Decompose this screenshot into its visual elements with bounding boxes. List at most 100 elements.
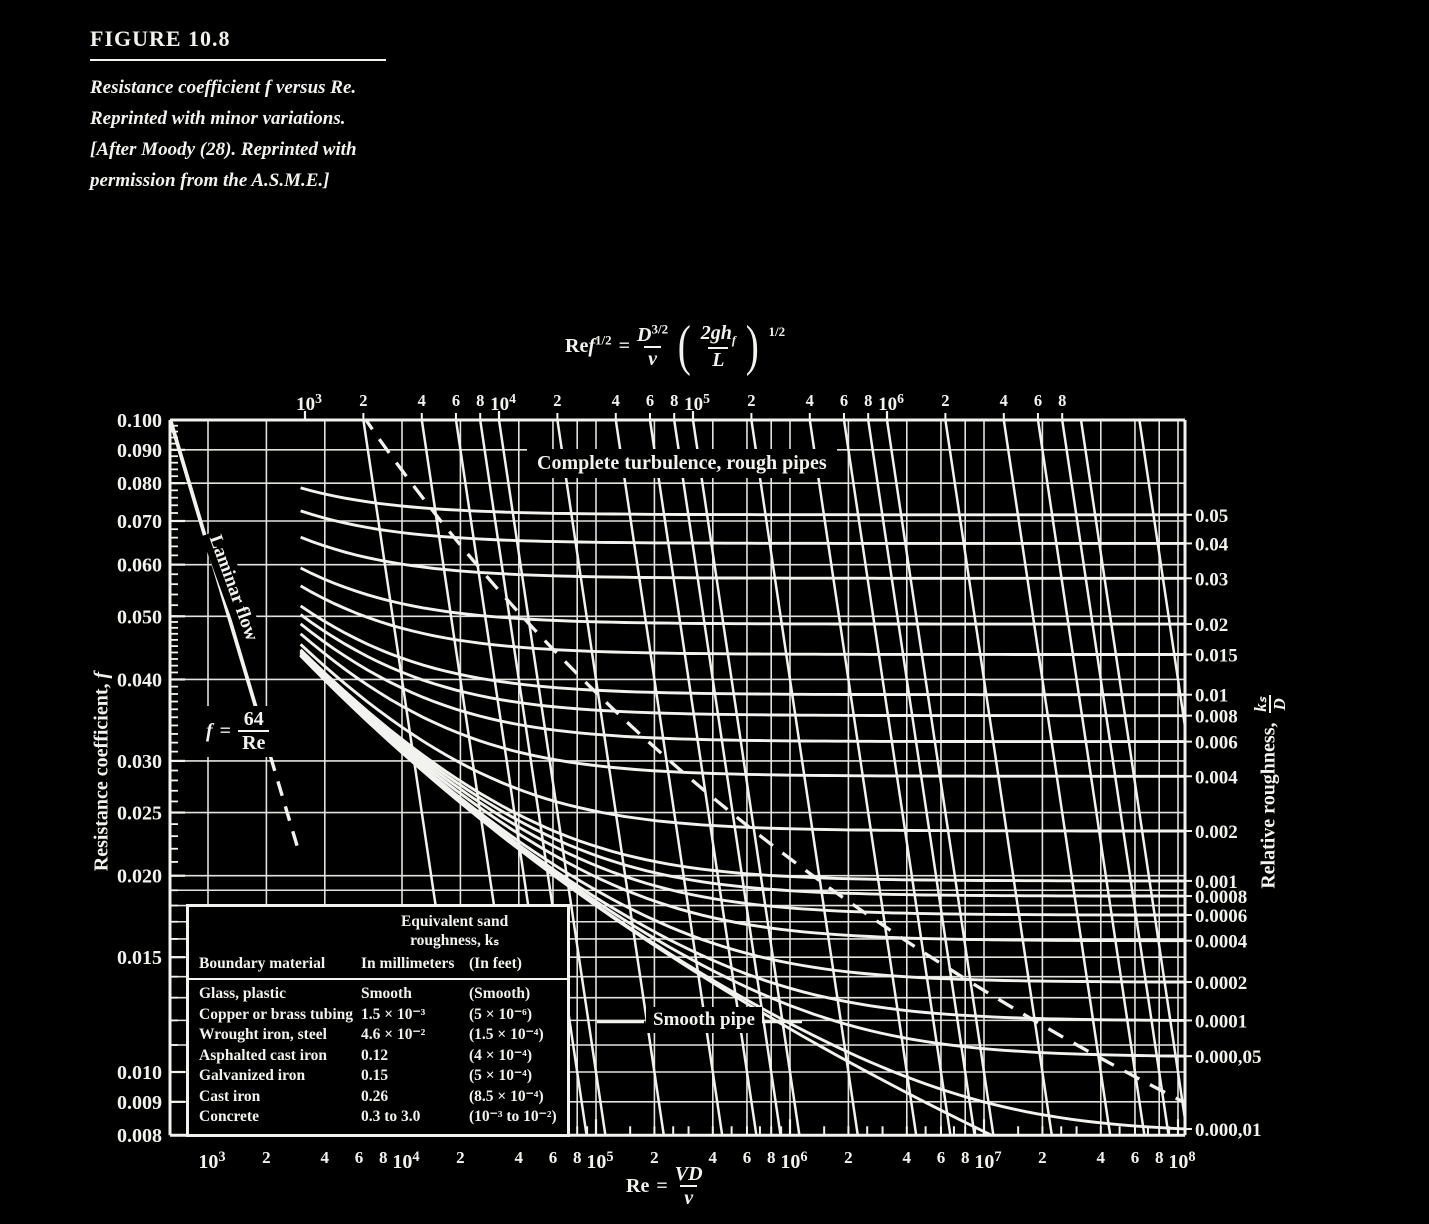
svg-text:106: 106 [878, 391, 904, 415]
laminar-equation: f = 64 Re [200, 706, 276, 757]
svg-text:4: 4 [612, 391, 620, 410]
table-cell: Copper or brass tubing [199, 1005, 354, 1023]
svg-text:104: 104 [490, 391, 516, 415]
svg-text:0.0008: 0.0008 [1195, 887, 1247, 908]
svg-text:0.000,01: 0.000,01 [1195, 1120, 1262, 1141]
table-row: Wrought iron, steel 4.6 × 10⁻² (1.5 × 10⁻⁴… [199, 1025, 559, 1046]
svg-text:6: 6 [937, 1148, 946, 1167]
svg-text:4: 4 [806, 391, 814, 410]
table-cell: (Smooth) [469, 985, 531, 1002]
svg-text:0.100: 0.100 [117, 410, 162, 432]
table-cell: 4.6 × 10⁻² [361, 1026, 426, 1043]
y-axis-title: Resistance coefficient, f [90, 671, 113, 872]
svg-text:0.001: 0.001 [1195, 872, 1238, 893]
svg-text:8: 8 [767, 1148, 776, 1167]
svg-text:0.006: 0.006 [1195, 733, 1238, 754]
table-cell: 0.26 [361, 1087, 389, 1105]
fraction-VD-nu: VD ν [674, 1163, 703, 1210]
top-axis-formula: Ref1/2 = D3/2 ν ( 2ghf L ) 1/2 [565, 315, 786, 378]
svg-text:8: 8 [961, 1148, 970, 1167]
svg-text:0.025: 0.025 [117, 803, 162, 825]
svg-text:0.002: 0.002 [1195, 822, 1238, 843]
table-cell: Asphalted cast iron [199, 1046, 328, 1064]
table-cell: Glass, plastic [199, 985, 286, 1002]
svg-text:8: 8 [670, 391, 678, 410]
svg-text:6: 6 [549, 1148, 558, 1167]
figure-title: FIGURE 10.8 [90, 26, 386, 61]
right-paren: ) [745, 315, 759, 378]
fraction-D-nu: D3/2 ν [637, 320, 669, 370]
ks-over-D-fraction: kₛ D [1251, 695, 1289, 714]
table-cell: (1.5 × 10⁻⁴) [469, 1026, 544, 1043]
svg-text:2: 2 [1038, 1148, 1047, 1167]
svg-text:8: 8 [864, 391, 872, 410]
table-row: Asphalted cast iron 0.12 (4 × 10⁻⁴) [199, 1046, 559, 1067]
svg-text:4: 4 [1000, 391, 1008, 410]
table-cell: (8.5 × 10⁻⁴) [469, 1087, 544, 1105]
table-cell: (5 × 10⁻⁴) [469, 1067, 532, 1084]
svg-text:0.000,05: 0.000,05 [1195, 1047, 1262, 1068]
svg-text:6: 6 [1131, 1148, 1140, 1167]
svg-text:108: 108 [1168, 1149, 1195, 1173]
svg-text:0.0004: 0.0004 [1195, 932, 1248, 953]
table-row: Concrete 0.3 to 3.0 (10⁻³ to 10⁻²) [199, 1107, 559, 1128]
table-cell: Galvanized iron [199, 1067, 306, 1084]
svg-text:4: 4 [709, 1148, 718, 1167]
svg-text:0.090: 0.090 [117, 440, 162, 462]
svg-text:0.04: 0.04 [1195, 534, 1229, 555]
table-body: Glass, plastic Smooth (Smooth) Copper or br… [189, 980, 567, 1134]
fraction-2ghf-L: 2ghf L [700, 322, 736, 372]
svg-text:0.008: 0.008 [117, 1125, 162, 1147]
table-cell: Smooth [361, 985, 412, 1002]
svg-text:0.050: 0.050 [117, 606, 162, 628]
table-cell: (4 × 10⁻⁴) [469, 1046, 532, 1064]
svg-text:0.040: 0.040 [117, 669, 162, 691]
x-axis-formula: Re = VD ν [626, 1163, 703, 1210]
formula-lhs: Ref1/2 [565, 332, 612, 358]
svg-text:6: 6 [743, 1148, 752, 1167]
smooth-pipe-label: Smooth pipe [646, 1007, 762, 1033]
svg-text:0.0001: 0.0001 [1195, 1011, 1247, 1032]
svg-text:103: 103 [198, 1149, 225, 1173]
svg-text:0.030: 0.030 [117, 751, 162, 773]
svg-text:0.03: 0.03 [1195, 569, 1228, 590]
svg-text:0.004: 0.004 [1195, 767, 1238, 788]
svg-text:107: 107 [974, 1149, 1001, 1173]
svg-text:0.01: 0.01 [1195, 686, 1228, 707]
table-cell: 0.3 to 3.0 [361, 1108, 421, 1125]
table-cell: 0.15 [361, 1067, 389, 1084]
svg-text:0.060: 0.060 [117, 555, 162, 577]
svg-text:0.02: 0.02 [1195, 615, 1228, 636]
svg-text:0.010: 0.010 [117, 1062, 162, 1084]
table-row: Glass, plastic Smooth (Smooth) [199, 984, 559, 1005]
table-row: Cast iron 0.26 (8.5 × 10⁻⁴) [199, 1087, 559, 1108]
svg-text:0.070: 0.070 [117, 511, 162, 533]
svg-text:6: 6 [1034, 391, 1042, 410]
svg-text:6: 6 [452, 391, 460, 410]
fraction-64-Re: 64 Re [238, 708, 270, 755]
table-cell: Concrete [199, 1108, 259, 1125]
svg-text:0.0006: 0.0006 [1195, 906, 1247, 927]
svg-text:6: 6 [646, 391, 654, 410]
svg-text:0.008: 0.008 [1195, 707, 1238, 728]
table-title: Equivalent sand roughness, kₛ [400, 913, 509, 949]
table-header: Equivalent sand roughness, kₛ Boundary m… [189, 907, 567, 980]
svg-text:0.015: 0.015 [1195, 645, 1238, 666]
svg-text:8: 8 [1058, 391, 1066, 410]
table-row: Galvanized iron 0.15 (5 × 10⁻⁴) [199, 1066, 559, 1087]
complete-turbulence-label: Complete turbulence, rough pipes [527, 449, 837, 478]
svg-text:6: 6 [355, 1148, 364, 1167]
svg-text:2: 2 [456, 1148, 465, 1167]
svg-text:8: 8 [476, 391, 484, 410]
svg-text:2: 2 [359, 391, 367, 410]
svg-text:106: 106 [780, 1149, 807, 1173]
svg-text:105: 105 [684, 391, 710, 415]
svg-text:4: 4 [903, 1148, 912, 1167]
svg-text:2: 2 [941, 391, 949, 410]
table-cell: (10⁻³ to 10⁻²) [469, 1108, 557, 1125]
y2-axis-title: Relative roughness, kₛ D [1251, 695, 1289, 889]
svg-text:0.0002: 0.0002 [1195, 973, 1247, 994]
svg-text:0.009: 0.009 [117, 1092, 162, 1114]
svg-text:2: 2 [553, 391, 561, 410]
